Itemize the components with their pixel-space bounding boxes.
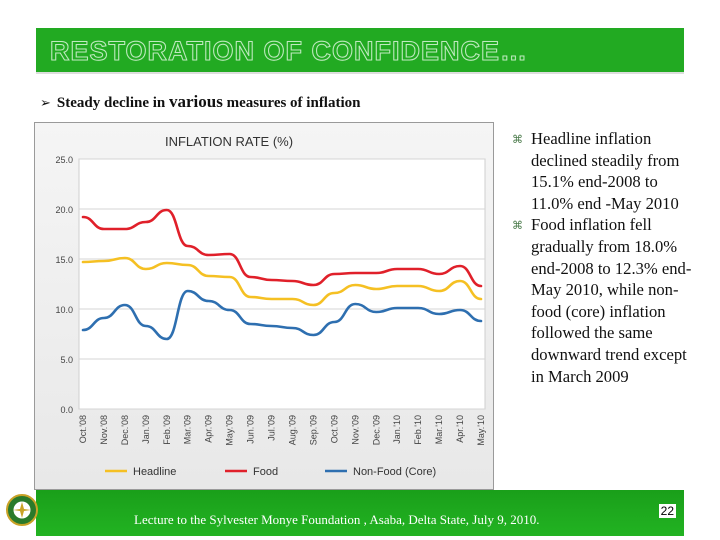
arrow-bullet-icon: ➢ — [40, 96, 51, 111]
x-tick-label: Jan.'10 — [392, 415, 402, 444]
bullet-marker-icon: ⌘ — [512, 219, 523, 233]
x-tick-label: Mar.'09 — [183, 415, 193, 444]
inflation-chart: INFLATION RATE (%) 0.0 5.0 10.0 15.0 20.0 25.0… — [34, 122, 494, 490]
subheading: ➢ Steady decline in various measures of i… — [40, 92, 360, 112]
x-tick-label: Dec.'09 — [371, 415, 381, 445]
y-tick-label: 5.0 — [60, 355, 73, 365]
bullet-list: ⌘ Headline inflation declined steadily f… — [512, 128, 692, 387]
series-line — [81, 208, 483, 288]
x-tick-label: Jun.'09 — [246, 415, 256, 444]
x-tick-label: Jul.'09 — [267, 415, 277, 441]
chart-svg: INFLATION RATE (%) 0.0 5.0 10.0 15.0 20.0 25.0… — [55, 134, 486, 478]
x-tick-label: Apr.'09 — [204, 415, 214, 443]
series-line — [81, 289, 483, 341]
legend-label: Headline — [133, 466, 176, 478]
x-tick-label: Jan.'09 — [141, 415, 151, 444]
y-tick-label: 20.0 — [55, 205, 73, 215]
title-bar: RESTORATION OF CONFIDENCE… — [36, 28, 684, 74]
y-tick-label: 10.0 — [55, 305, 73, 315]
slide-title: RESTORATION OF CONFIDENCE… — [49, 36, 529, 67]
x-tick-label: May.'10 — [476, 415, 486, 446]
footer-text: Lecture to the Sylvester Monye Foundatio… — [134, 512, 540, 527]
x-tick-label: Aug.'09 — [287, 415, 297, 445]
x-tick-label: Oct.'09 — [329, 415, 339, 443]
y-tick-label: 25.0 — [55, 155, 73, 165]
x-tick-label: Nov.'09 — [350, 415, 360, 445]
x-tick-label: Mar.'10 — [434, 415, 444, 444]
x-tick-label: Feb.'09 — [162, 415, 172, 445]
page-number: 22 — [658, 504, 676, 518]
series-line — [81, 256, 483, 307]
x-tick-label: Apr.'10 — [455, 415, 465, 443]
emblem-seal-icon — [6, 494, 38, 526]
subheading-pre: Steady decline in — [56, 95, 169, 111]
x-tick-label: Sep.'09 — [308, 415, 318, 445]
subheading-emphasis: various — [169, 92, 223, 111]
x-tick-label: Nov.'08 — [99, 415, 109, 445]
y-tick-label: 15.0 — [55, 255, 73, 265]
bullet-text: Food inflation fell gradually from 18.0%… — [531, 215, 692, 386]
subheading-post: measures of inflation — [222, 95, 361, 111]
bullet-item: ⌘ Food inflation fell gradually from 18.… — [512, 214, 692, 387]
bullet-text: Headline inflation declined steadily fro… — [531, 129, 680, 213]
legend-label: Non-Food (Core) — [353, 466, 436, 478]
x-tick-label: Feb.'10 — [413, 415, 423, 445]
bullet-item: ⌘ Headline inflation declined steadily f… — [512, 128, 692, 214]
bullet-marker-icon: ⌘ — [512, 133, 523, 146]
x-tick-label: May.'09 — [225, 415, 235, 446]
x-tick-label: Dec.'08 — [120, 415, 130, 445]
x-tick-label: Oct.'08 — [78, 415, 88, 443]
chart-title: INFLATION RATE (%) — [165, 134, 293, 149]
plot-area — [78, 158, 486, 410]
legend-label: Food — [253, 466, 278, 478]
footer-bar: Lecture to the Sylvester Monye Foundatio… — [36, 490, 684, 536]
y-tick-label: 0.0 — [60, 405, 73, 415]
